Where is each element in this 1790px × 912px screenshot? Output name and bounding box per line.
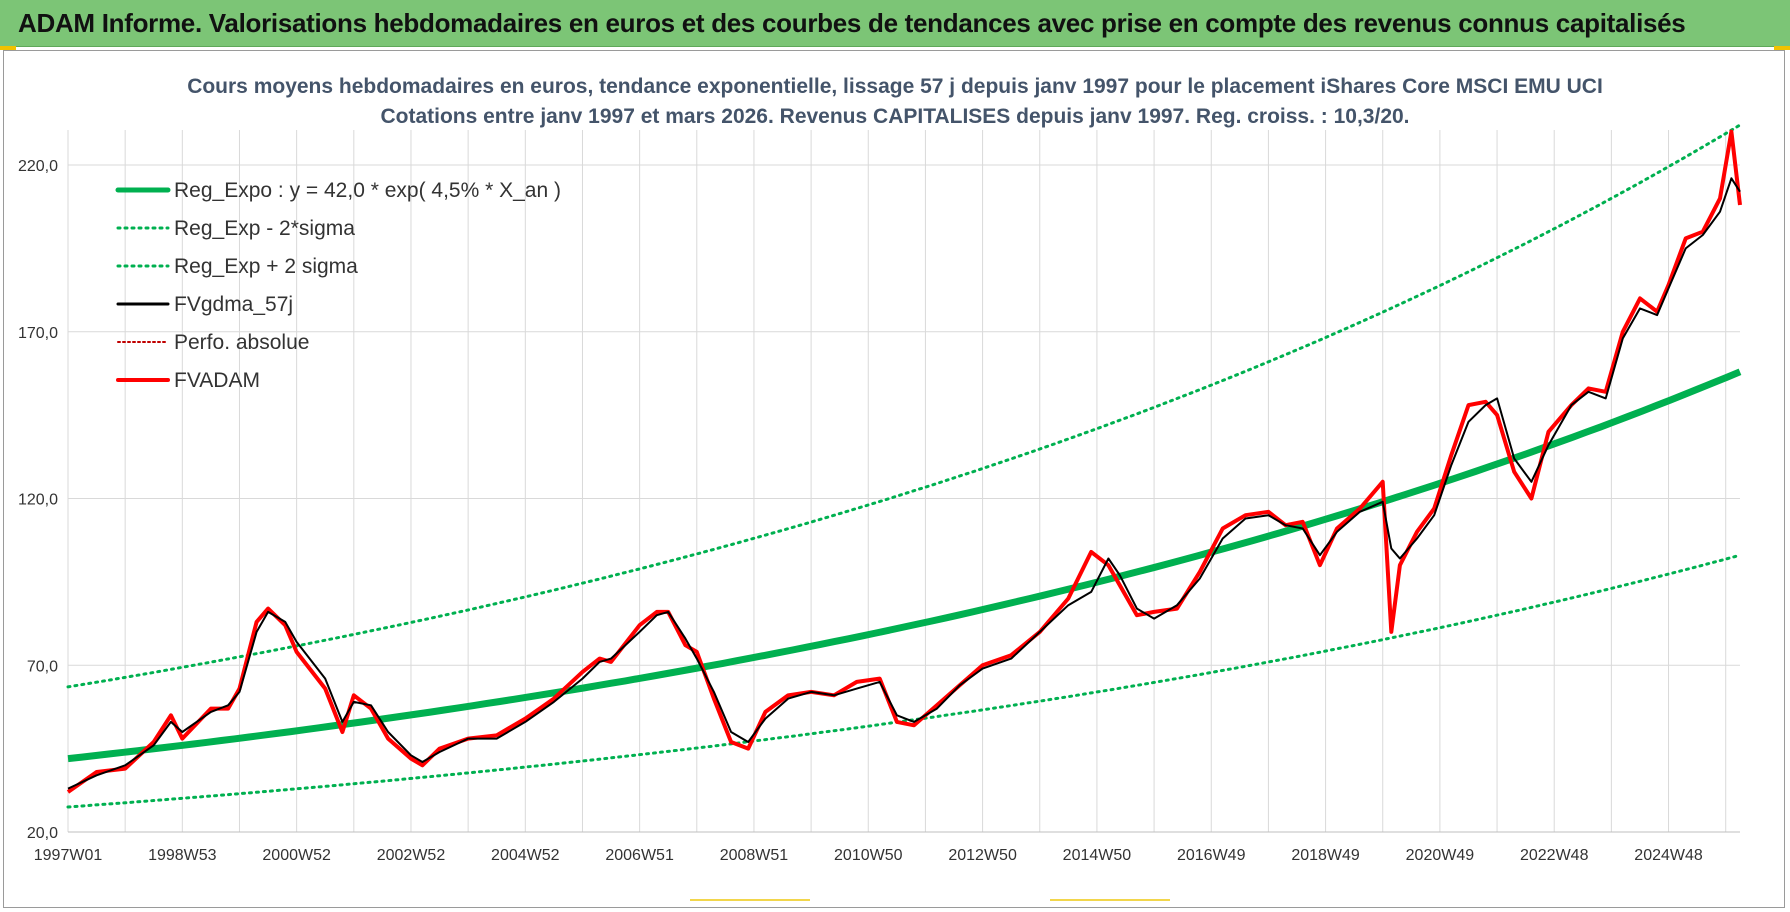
upper-sigma-line	[66, 123, 1742, 689]
x-axis: 1997W01 1998W53 2000W52 2002W52 2004W52 2006W…	[34, 831, 1740, 864]
y-tick-label: 70,0	[27, 658, 58, 675]
x-tick-label: 2022W48	[1520, 847, 1589, 864]
y-tick-label: 170,0	[18, 325, 58, 342]
bottom-mark-right	[1050, 899, 1170, 901]
report-banner: ADAM Informe. Valorisations hebdomadaire…	[0, 0, 1790, 47]
x-tick-label: 2020W49	[1406, 847, 1475, 864]
regression-line	[67, 368, 1742, 763]
x-tick-label: 2014W50	[1063, 847, 1132, 864]
x-tick-label: 2010W50	[834, 847, 903, 864]
x-tick-label: 2018W49	[1291, 847, 1360, 864]
legend-fvgdma-label: FVgdma_57j	[174, 293, 293, 316]
legend-lower-sigma-label: Reg_Exp - 2*sigma	[174, 217, 355, 240]
x-tick-label: 1998W53	[148, 847, 217, 864]
corner-mark-right	[1774, 46, 1790, 50]
legend: Reg_Expo : y = 42,0 * exp( 4,5% * X_an )…	[115, 179, 561, 392]
chart-frame	[3, 50, 1785, 908]
x-tick-label: 2008W51	[720, 847, 789, 864]
x-tick-label: 2006W51	[605, 847, 674, 864]
y-axis: 20,0 70,0 120,0 170,0 220,0	[18, 158, 58, 842]
y-tick-label: 20,0	[27, 825, 58, 842]
corner-mark-left	[0, 46, 16, 50]
x-tick-label: 2004W52	[491, 847, 560, 864]
x-tick-label: 2016W49	[1177, 847, 1246, 864]
bottom-mark-left	[690, 899, 810, 901]
chart-title-line-2: Cotations entre janv 1997 et mars 2026. …	[380, 105, 1409, 128]
fvgdma-line	[67, 177, 1741, 790]
x-tick-label: 2012W50	[948, 847, 1017, 864]
x-tick-label: 2002W52	[377, 847, 446, 864]
legend-fvadam-label: FVADAM	[174, 369, 260, 392]
x-tick-label: 2000W52	[262, 847, 331, 864]
series-layer	[66, 123, 1742, 809]
y-tick-label: 220,0	[18, 158, 58, 175]
legend-regression-label: Reg_Expo : y = 42,0 * exp( 4,5% * X_an )	[174, 179, 561, 202]
report-title: ADAM Informe. Valorisations hebdomadaire…	[18, 8, 1686, 38]
x-tick-label: 2024W48	[1634, 847, 1703, 864]
chart-title-line-1: Cours moyens hebdomadaires en euros, ten…	[187, 75, 1603, 98]
legend-perfo-absolue-label: Perfo. absolue	[174, 331, 309, 354]
x-tick-label: 1997W01	[34, 847, 103, 864]
lower-sigma-line	[66, 553, 1742, 809]
legend-upper-sigma-label: Reg_Exp + 2 sigma	[174, 255, 358, 278]
y-tick-label: 120,0	[18, 492, 58, 509]
